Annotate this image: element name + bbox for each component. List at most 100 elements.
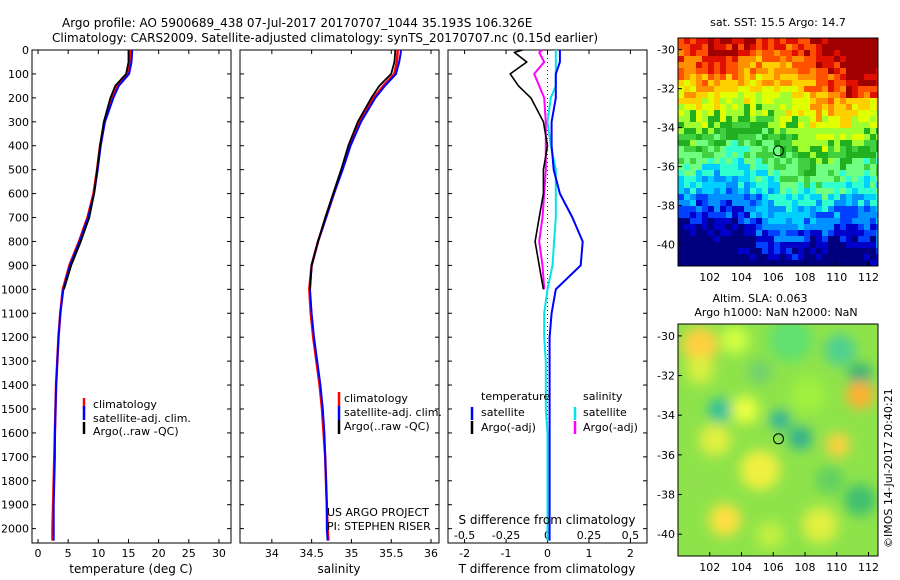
sst-cell xyxy=(858,242,865,249)
sst-cell xyxy=(828,128,835,135)
sst-cell xyxy=(864,248,871,255)
sst-cell xyxy=(828,170,835,177)
sst-cell xyxy=(726,62,733,69)
sla-blob xyxy=(740,450,780,490)
sst-cell xyxy=(768,44,775,51)
sst-cell xyxy=(816,206,823,213)
sst-cell xyxy=(696,206,703,213)
sst-cell xyxy=(702,98,709,105)
sla-blob xyxy=(709,504,741,536)
sst-cell xyxy=(780,188,787,195)
sst-cell xyxy=(864,128,871,135)
sst-cell xyxy=(756,236,763,243)
sst-cell xyxy=(756,104,763,111)
sst-cell xyxy=(714,50,721,57)
sst-cell xyxy=(804,200,811,207)
sst-cell xyxy=(720,86,727,93)
sst-cell xyxy=(762,170,769,177)
sst-cell xyxy=(702,170,709,177)
sst-cell xyxy=(708,158,715,165)
sst-cell xyxy=(828,206,835,213)
sst-cell xyxy=(732,104,739,111)
sst-cell xyxy=(702,230,709,237)
sst-cell xyxy=(774,164,781,171)
sst-cell xyxy=(702,110,709,117)
sst-cell xyxy=(750,122,757,129)
sst-cell xyxy=(726,134,733,141)
sst-cell xyxy=(762,224,769,231)
sst-cell xyxy=(804,158,811,165)
sst-cell xyxy=(762,218,769,225)
sst-cell xyxy=(762,152,769,159)
sst-cell xyxy=(846,86,853,93)
sst-cell xyxy=(738,38,745,45)
sst-cell xyxy=(744,68,751,75)
sst-cell xyxy=(852,260,859,266)
sst-cell xyxy=(876,38,878,45)
sst-cell xyxy=(816,236,823,243)
sst-cell xyxy=(786,50,793,57)
sst-cell xyxy=(750,188,757,195)
sst-cell xyxy=(816,128,823,135)
sst-cell xyxy=(846,194,853,201)
sst-cell xyxy=(768,158,775,165)
sst-cell xyxy=(732,242,739,249)
sst-cell xyxy=(822,56,829,63)
sst-cell xyxy=(762,164,769,171)
sst-cell xyxy=(696,44,703,51)
sst-cell xyxy=(828,176,835,183)
sst-cell xyxy=(810,176,817,183)
sst-cell xyxy=(864,170,871,177)
sst-cell xyxy=(738,50,745,57)
sst-cell xyxy=(780,62,787,69)
map-y-tick-label: -40 xyxy=(657,239,675,252)
sst-cell xyxy=(792,200,799,207)
sst-cell xyxy=(774,224,781,231)
sst-cell xyxy=(804,116,811,123)
sst-cell xyxy=(792,218,799,225)
sst-cell xyxy=(840,170,847,177)
sst-cell xyxy=(750,110,757,117)
sst-cell xyxy=(876,254,878,261)
sst-cell xyxy=(876,230,878,237)
sst-cell xyxy=(708,134,715,141)
sst-cell xyxy=(780,230,787,237)
sst-cell xyxy=(780,182,787,189)
sst-cell xyxy=(726,218,733,225)
sst-cell xyxy=(798,38,805,45)
sst-cell xyxy=(846,254,853,261)
sst-cell xyxy=(696,38,703,45)
sst-cell xyxy=(690,86,697,93)
sla-blob xyxy=(686,356,714,384)
sst-cell xyxy=(744,50,751,57)
sst-cell xyxy=(822,206,829,213)
sst-cell xyxy=(762,68,769,75)
sst-cell xyxy=(870,56,877,63)
sst-cell xyxy=(840,194,847,201)
sst-cell xyxy=(726,140,733,147)
sst-cell xyxy=(714,224,721,231)
sst-cell xyxy=(834,44,841,51)
sst-cell xyxy=(846,56,853,63)
sst-cell xyxy=(786,260,793,266)
sst-cell xyxy=(738,218,745,225)
sst-cell xyxy=(732,170,739,177)
sst-cell xyxy=(834,128,841,135)
sla-map-axes: 102 104 106 108 110 112 -30 -32 -34 -36 -38 -40 xyxy=(657,330,879,574)
sst-cell xyxy=(858,44,865,51)
sst-cell xyxy=(816,260,823,266)
sst-cell xyxy=(858,230,865,237)
sst-cell xyxy=(696,74,703,81)
sst-cell xyxy=(678,194,685,201)
sst-cell xyxy=(732,140,739,147)
sst-cell xyxy=(750,260,757,266)
sst-cell xyxy=(684,158,691,165)
sst-cell xyxy=(786,248,793,255)
sst-cell xyxy=(720,194,727,201)
sst-cell xyxy=(690,182,697,189)
sst-cell xyxy=(708,230,715,237)
sst-cell xyxy=(804,236,811,243)
sst-cell xyxy=(834,164,841,171)
sst-cell xyxy=(786,164,793,171)
